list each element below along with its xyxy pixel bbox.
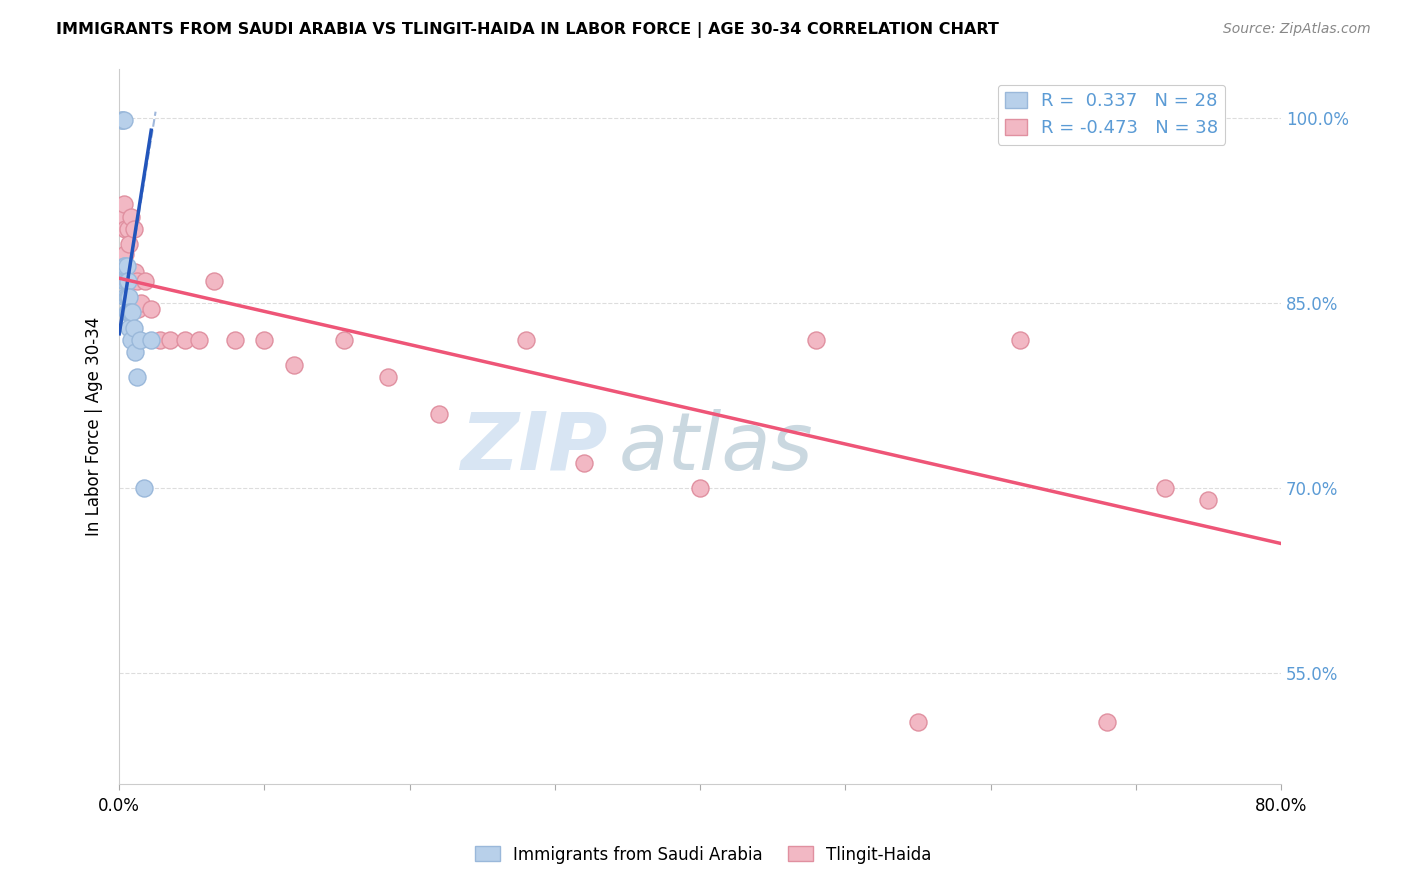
Point — [134, 274, 156, 288]
Point — [124, 345, 146, 359]
Point — [120, 304, 142, 318]
Point — [115, 304, 138, 318]
Point — [122, 222, 145, 236]
Y-axis label: In Labor Force | Age 30-34: In Labor Force | Age 30-34 — [86, 317, 103, 536]
Point — [117, 274, 139, 288]
Legend: R =  0.337   N = 28, R = -0.473   N = 38: R = 0.337 N = 28, R = -0.473 N = 38 — [998, 85, 1226, 145]
Point — [907, 715, 929, 730]
Point — [111, 113, 134, 128]
Point — [1153, 481, 1175, 495]
Point — [112, 259, 135, 273]
Point — [114, 222, 136, 236]
Point — [188, 333, 211, 347]
Point — [253, 333, 276, 347]
Point — [121, 274, 143, 288]
Text: atlas: atlas — [619, 409, 814, 487]
Point — [114, 246, 136, 260]
Point — [110, 271, 132, 285]
Point — [149, 333, 172, 347]
Point — [806, 333, 828, 347]
Point — [283, 358, 305, 372]
Text: Source: ZipAtlas.com: Source: ZipAtlas.com — [1223, 22, 1371, 37]
Point — [114, 259, 136, 273]
Legend: Immigrants from Saudi Arabia, Tlingit-Haida: Immigrants from Saudi Arabia, Tlingit-Ha… — [468, 839, 938, 871]
Point — [128, 333, 150, 347]
Point — [118, 236, 141, 251]
Point — [1095, 715, 1118, 730]
Point — [117, 222, 139, 236]
Point — [1008, 333, 1031, 347]
Point — [515, 333, 537, 347]
Point — [111, 113, 134, 128]
Point — [112, 113, 135, 128]
Point — [117, 304, 139, 318]
Point — [115, 274, 138, 288]
Point — [115, 290, 138, 304]
Point — [112, 274, 135, 288]
Point — [125, 370, 148, 384]
Point — [132, 481, 155, 495]
Point — [572, 456, 595, 470]
Point — [118, 290, 141, 304]
Point — [120, 333, 142, 347]
Text: IMMIGRANTS FROM SAUDI ARABIA VS TLINGIT-HAIDA IN LABOR FORCE | AGE 30-34 CORRELA: IMMIGRANTS FROM SAUDI ARABIA VS TLINGIT-… — [56, 22, 1000, 38]
Point — [117, 290, 139, 304]
Point — [118, 320, 141, 334]
Point — [173, 333, 195, 347]
Point — [224, 333, 246, 347]
Point — [202, 274, 225, 288]
Point — [333, 333, 356, 347]
Point — [110, 271, 132, 285]
Point — [689, 481, 711, 495]
Point — [118, 304, 141, 318]
Point — [114, 290, 136, 304]
Point — [115, 274, 138, 288]
Point — [114, 274, 136, 288]
Point — [124, 265, 146, 279]
Point — [121, 304, 143, 318]
Point — [115, 259, 138, 273]
Point — [125, 274, 148, 288]
Point — [112, 197, 135, 211]
Point — [1197, 493, 1219, 508]
Point — [159, 333, 181, 347]
Point — [120, 210, 142, 224]
Point — [377, 370, 399, 384]
Point — [141, 333, 163, 347]
Point — [118, 265, 141, 279]
Point — [427, 407, 450, 421]
Point — [141, 302, 163, 317]
Point — [122, 320, 145, 334]
Point — [129, 296, 152, 310]
Point — [111, 210, 134, 224]
Text: ZIP: ZIP — [460, 409, 607, 487]
Point — [127, 302, 149, 317]
